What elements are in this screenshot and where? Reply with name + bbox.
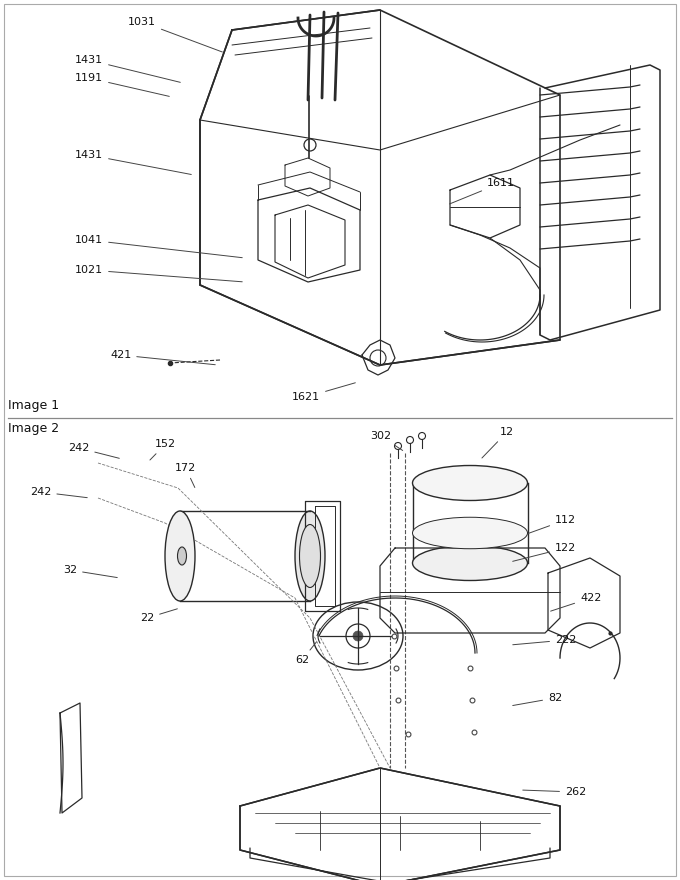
Text: 422: 422 bbox=[551, 593, 601, 611]
Text: 302: 302 bbox=[370, 431, 403, 451]
Text: 22: 22 bbox=[140, 609, 177, 623]
Text: 152: 152 bbox=[150, 439, 176, 460]
Text: 12: 12 bbox=[482, 427, 514, 458]
Ellipse shape bbox=[413, 466, 528, 501]
Text: 1431: 1431 bbox=[75, 55, 180, 83]
Text: Image 2: Image 2 bbox=[8, 422, 59, 435]
Ellipse shape bbox=[177, 547, 186, 565]
Text: 1611: 1611 bbox=[449, 178, 515, 204]
Text: 62: 62 bbox=[295, 642, 316, 665]
Text: 222: 222 bbox=[513, 635, 577, 645]
Text: 1431: 1431 bbox=[75, 150, 191, 174]
Text: 32: 32 bbox=[63, 565, 117, 577]
Text: 421: 421 bbox=[110, 350, 216, 364]
Circle shape bbox=[353, 631, 363, 641]
Text: 1031: 1031 bbox=[128, 17, 222, 52]
Text: 1191: 1191 bbox=[75, 73, 169, 97]
Ellipse shape bbox=[165, 511, 195, 601]
Text: 1621: 1621 bbox=[292, 383, 356, 402]
Text: Image 1: Image 1 bbox=[8, 399, 59, 412]
Text: 172: 172 bbox=[175, 463, 197, 488]
Ellipse shape bbox=[413, 546, 528, 581]
Text: 242: 242 bbox=[68, 443, 119, 458]
Ellipse shape bbox=[295, 511, 325, 601]
Text: 112: 112 bbox=[513, 515, 576, 539]
Text: 262: 262 bbox=[523, 787, 586, 797]
Text: 82: 82 bbox=[513, 693, 562, 706]
Text: 1021: 1021 bbox=[75, 265, 242, 282]
Text: 122: 122 bbox=[513, 543, 576, 561]
Text: 1041: 1041 bbox=[75, 235, 242, 258]
Text: 242: 242 bbox=[30, 487, 87, 498]
Ellipse shape bbox=[299, 524, 320, 588]
Ellipse shape bbox=[413, 517, 528, 549]
